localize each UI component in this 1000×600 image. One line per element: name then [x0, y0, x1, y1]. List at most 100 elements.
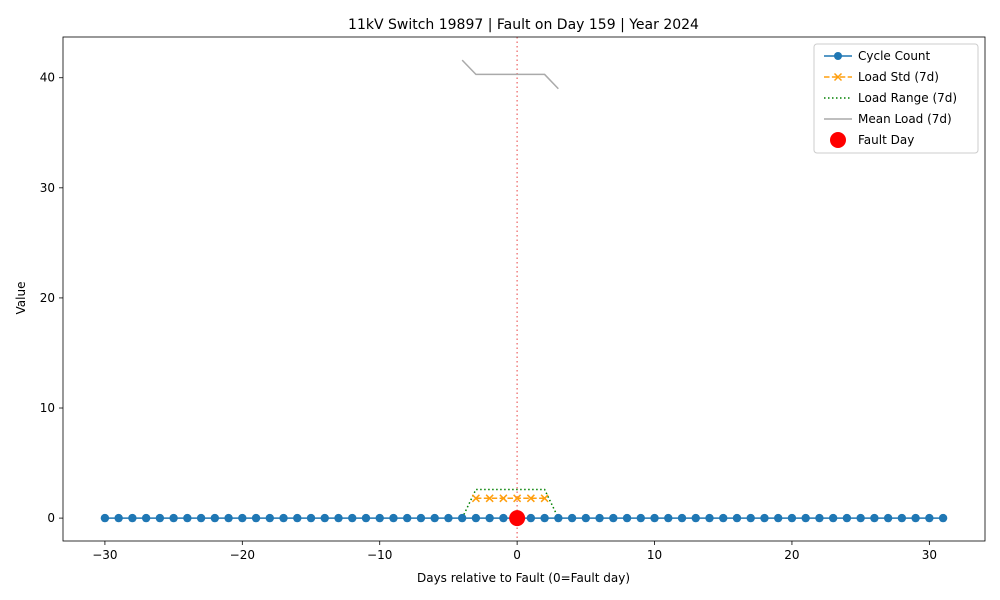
series-1-point	[485, 494, 494, 503]
chart-title: 11kV Switch 19897 | Fault on Day 159 | Y…	[348, 17, 699, 33]
series-0-point	[787, 513, 797, 523]
plot-area: −30 −20 −10 0 10 20 30 0 10 20 30 40	[40, 36, 986, 562]
series-0-point	[732, 513, 742, 523]
legend-entry-1: Load Std (7d)	[824, 70, 939, 84]
series-1-point-stroke	[471, 494, 480, 503]
series-1-point-stroke	[540, 494, 549, 503]
series-1-point	[513, 494, 522, 503]
series-0-point	[169, 513, 178, 523]
series-0-point	[430, 513, 439, 523]
series-0-point	[664, 513, 673, 523]
series-0-point	[361, 513, 371, 523]
series-0-point	[416, 513, 426, 523]
legend-label: Fault Day	[858, 133, 914, 147]
series-0-point	[444, 513, 453, 523]
series-1-point	[526, 494, 535, 503]
legend-entry-3: Mean Load (7d)	[824, 112, 952, 126]
legend: Cycle Count Load Std (7d) Load Range (7d) M…	[813, 43, 979, 154]
series-0-point	[485, 513, 494, 523]
series-0-point	[622, 513, 632, 523]
series-4-point	[509, 510, 526, 527]
series-0-point	[677, 513, 687, 523]
series-0-point	[251, 513, 261, 523]
x-tick-label: 30	[922, 548, 937, 562]
y-tick-label: 20	[40, 291, 55, 305]
x-tick-label: −20	[230, 548, 255, 562]
series-0-point	[457, 513, 467, 523]
series-0-point	[210, 513, 220, 523]
legend-label: Load Std (7d)	[858, 70, 939, 84]
series-1-point-stroke	[485, 494, 494, 503]
series-2-line	[461, 488, 560, 519]
series-0-point	[141, 513, 151, 523]
series-0-point	[526, 513, 536, 523]
series-0-point	[650, 513, 659, 523]
y-tick-label: 0	[47, 511, 55, 525]
series-0-point	[842, 513, 852, 523]
series-0-point	[760, 513, 769, 523]
series-0-point	[705, 513, 714, 523]
series-0-point	[554, 513, 563, 523]
y-tick-label: 10	[40, 401, 55, 415]
legend-swatch-marker	[834, 52, 842, 60]
series-0-point	[774, 513, 783, 523]
series-0-point	[183, 513, 192, 523]
series-0-point	[265, 513, 274, 523]
legend-swatch-marker	[833, 72, 843, 82]
series-0-point	[114, 513, 123, 523]
series-0-point	[815, 513, 824, 523]
series-1-point	[499, 494, 508, 503]
legend-label: Cycle Count	[858, 49, 931, 63]
series-0-point	[279, 513, 288, 523]
series-0-point	[897, 513, 907, 523]
legend-entry-4: Fault Day	[830, 132, 914, 148]
series-0-point	[801, 513, 810, 523]
series-0-point	[499, 513, 508, 523]
x-tick-label: 10	[647, 548, 662, 562]
x-tick-label: −10	[367, 548, 392, 562]
series-1-point	[471, 494, 480, 503]
series-0-point	[224, 513, 233, 523]
series-1-point	[540, 494, 549, 503]
series-0-point	[238, 513, 247, 523]
series-0-point	[155, 513, 165, 523]
legend-entry-0: Cycle Count	[824, 49, 931, 63]
series-0-point	[334, 513, 343, 523]
series-1-point-stroke	[513, 494, 522, 503]
series-0-point	[925, 513, 934, 523]
legend-box	[813, 43, 979, 154]
series-0-point	[719, 513, 728, 523]
series-0-point	[128, 513, 137, 523]
series-0-point	[348, 513, 357, 523]
series-0-point	[691, 513, 700, 523]
series-0-point	[870, 513, 879, 523]
series-0-point	[320, 513, 329, 523]
series-0-point	[196, 513, 206, 523]
series-1-point-stroke	[526, 494, 535, 503]
legend-entry-2: Load Range (7d)	[824, 91, 957, 105]
series-0-point	[828, 513, 838, 523]
series-0-point	[911, 513, 920, 523]
plot-frame	[62, 36, 986, 542]
series-0-point	[293, 513, 302, 523]
series-0-point	[403, 513, 412, 523]
series-0-point	[581, 513, 591, 523]
series-0-point	[938, 513, 948, 523]
series-0-point	[746, 513, 755, 523]
series-0-point	[540, 513, 549, 523]
x-tick-label: 20	[784, 548, 799, 562]
legend-label: Load Range (7d)	[858, 91, 957, 105]
y-tick-label: 30	[40, 181, 55, 195]
series-0-point	[100, 513, 110, 523]
series-0-point	[856, 513, 865, 523]
series-0-point	[595, 513, 604, 523]
y-axis-label: Value	[14, 282, 28, 315]
legend-label: Mean Load (7d)	[858, 112, 952, 126]
series-1-point-stroke	[499, 494, 508, 503]
series-0-point	[375, 513, 384, 523]
legend-swatch-marker	[830, 132, 846, 148]
series-0-point	[636, 513, 645, 523]
series-0-point	[389, 513, 398, 523]
x-tick-label: 0	[513, 548, 521, 562]
